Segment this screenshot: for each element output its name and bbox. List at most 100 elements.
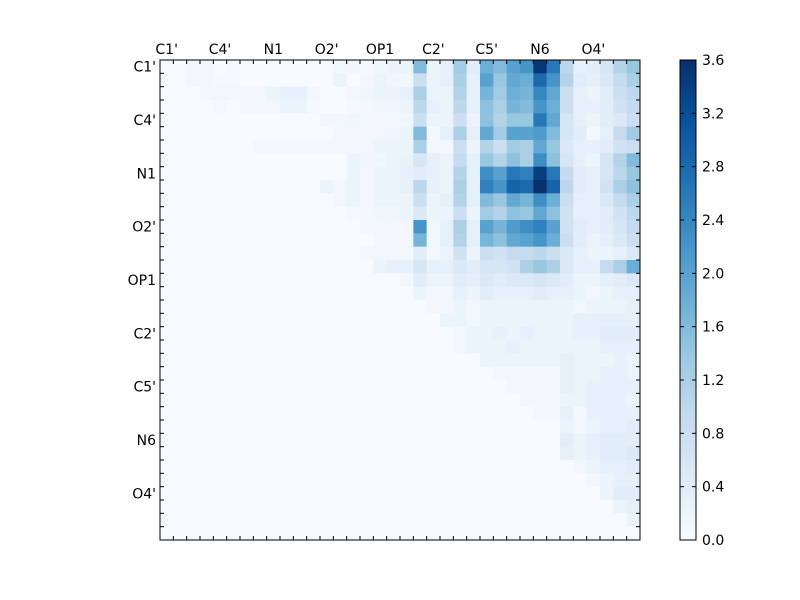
heatmap-cell (560, 486, 574, 501)
heatmap-cell (413, 100, 428, 114)
heatmap-cell (253, 126, 268, 141)
y-tick-label: N1 (137, 166, 156, 182)
heatmap-cell (546, 140, 561, 154)
heatmap-cell (280, 500, 294, 514)
heatmap-cell (373, 340, 388, 354)
heatmap-cell (413, 486, 428, 501)
heatmap-cell (373, 380, 388, 394)
heatmap-cell (440, 233, 454, 248)
heatmap-cell (400, 486, 414, 501)
heatmap-cell (533, 393, 548, 408)
heatmap-cell (520, 246, 534, 261)
heatmap-cell (613, 153, 628, 168)
heatmap-cell (333, 433, 348, 448)
heatmap-cell (546, 246, 561, 261)
heatmap-cell (466, 353, 481, 368)
heatmap-cell (546, 486, 561, 501)
heatmap-cell (320, 100, 334, 114)
heatmap-cell (160, 420, 174, 434)
heatmap-cell (586, 526, 601, 541)
heatmap-cell (253, 60, 268, 74)
heatmap-cell (306, 233, 321, 248)
heatmap-cell (213, 433, 228, 448)
heatmap-cell (346, 473, 361, 488)
heatmap-cell (520, 260, 534, 274)
heatmap-cell (466, 206, 481, 221)
heatmap-cell (480, 86, 494, 101)
heatmap-cell (293, 286, 308, 301)
heatmap-cell (253, 220, 268, 234)
heatmap-cell (346, 166, 361, 181)
heatmap-cell (560, 500, 574, 514)
x-tick-label: N1 (264, 42, 283, 58)
heatmap-cell (200, 180, 214, 194)
heatmap-cell (480, 446, 494, 461)
heatmap-cell (213, 100, 228, 114)
heatmap-cell (173, 420, 188, 434)
heatmap-cell (493, 513, 508, 528)
heatmap-cell (346, 220, 361, 234)
heatmap-cell (506, 126, 521, 141)
heatmap-cell (506, 340, 521, 354)
heatmap-cell (280, 113, 294, 128)
heatmap-cell (413, 300, 428, 314)
heatmap-cell (253, 473, 268, 488)
heatmap-cell (440, 446, 454, 461)
colorbar-tick-label: 3.6 (702, 53, 724, 69)
heatmap-cell (333, 366, 348, 381)
heatmap-cell (453, 113, 468, 128)
heatmap-cell (546, 113, 561, 128)
heatmap-cell (506, 326, 521, 341)
heatmap-cell (253, 113, 268, 128)
heatmap-cell (226, 406, 241, 421)
heatmap-cell (373, 446, 388, 461)
heatmap-cell (266, 406, 281, 421)
heatmap-cell (346, 340, 361, 354)
heatmap-cell (320, 420, 334, 434)
heatmap-cell (573, 500, 588, 514)
heatmap-cell (240, 140, 254, 154)
heatmap-cell (266, 340, 281, 354)
heatmap-cell (320, 326, 334, 341)
heatmap-cell (333, 300, 348, 314)
heatmap-cell (280, 233, 294, 248)
heatmap-cell (266, 86, 281, 101)
heatmap-cell (253, 433, 268, 448)
heatmap-cell (306, 220, 321, 234)
colorbar-tick-labels: 0.0 0.4 0.8 1.2 1.6 2.0 2.4 2.8 3.2 3.6 (702, 53, 724, 549)
heatmap-cell (333, 166, 348, 181)
heatmap-cell (426, 420, 441, 434)
heatmap-cell (546, 526, 561, 541)
heatmap-cell (386, 180, 401, 194)
heatmap-cell (280, 153, 294, 168)
heatmap-cell (453, 353, 468, 368)
heatmap-cell (160, 260, 174, 274)
heatmap-cell (266, 233, 281, 248)
heatmap-cell (160, 340, 174, 354)
heatmap-cell (440, 153, 454, 168)
heatmap-cell (386, 393, 401, 408)
heatmap-cell (186, 233, 201, 248)
heatmap-cell (360, 100, 374, 114)
heatmap-cell (573, 286, 588, 301)
heatmap-cell (400, 140, 414, 154)
heatmap-cell (160, 460, 174, 474)
heatmap-cell (400, 260, 414, 274)
heatmap-cell (440, 526, 454, 541)
heatmap-cell (200, 193, 214, 208)
heatmap-cell (613, 326, 628, 341)
heatmap-cell (333, 273, 348, 288)
heatmap-cell (626, 246, 641, 261)
heatmap-cell (266, 286, 281, 301)
heatmap-cell (586, 100, 601, 114)
heatmap-cell (426, 180, 441, 194)
heatmap-cell (253, 166, 268, 181)
heatmap-cell (213, 86, 228, 101)
heatmap-cell (360, 60, 374, 74)
heatmap-cell (346, 526, 361, 541)
heatmap-cell (360, 486, 374, 501)
heatmap-cell (186, 366, 201, 381)
heatmap-cell (200, 460, 214, 474)
heatmap-cell (520, 86, 534, 101)
x-tick-label: C5' (475, 42, 498, 58)
